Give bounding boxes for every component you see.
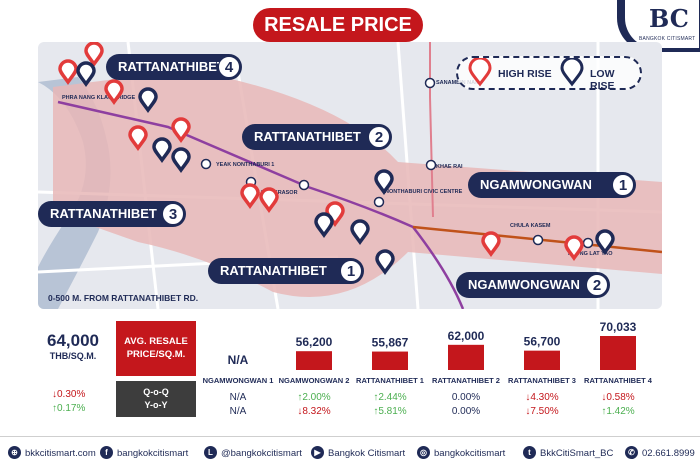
category-label: RATTANATHIBET 1 xyxy=(356,376,424,385)
high-rise-pin-icon xyxy=(171,117,191,144)
line-icon: L xyxy=(204,446,217,459)
bar-value-label: 62,000 xyxy=(448,329,485,343)
station-label: CHULA KASEM xyxy=(510,223,551,229)
map: PHRA NANG KLAO BRIDGE YEAK NONTHABURI 1 … xyxy=(38,42,662,309)
price-bar xyxy=(600,336,636,370)
twitter-icon: t xyxy=(523,446,536,459)
area-label-rattanathibet-1: RATTANATHIBET 1 xyxy=(208,258,364,284)
station-label: KLONG LAT YAO xyxy=(568,251,613,257)
high-rise-pin-icon xyxy=(564,235,584,262)
footer-link[interactable]: BkkCitiSmart_BC xyxy=(540,448,614,459)
change-value: ↑2.44% xyxy=(373,392,406,403)
low-rise-pin-icon xyxy=(171,147,191,174)
station-label: YEAK NONTHABURI 1 xyxy=(216,162,274,168)
low-rise-pin-icon xyxy=(595,229,615,256)
price-bar xyxy=(372,351,408,370)
category-label: RATTANATHIBET 2 xyxy=(432,376,500,385)
footer-link[interactable]: Bangkok Citismart xyxy=(328,448,406,459)
station-label: PHRA NANG KLAO BRIDGE xyxy=(62,95,135,101)
map-legend: HIGH RISE LOW RISE xyxy=(456,56,642,92)
footer-link[interactable]: bangkokcitismart xyxy=(117,448,189,459)
qoq-label: Q-o-Q xyxy=(143,387,169,397)
bar-value-label: 55,867 xyxy=(372,336,409,350)
category-label: RATTANATHIBET 4 xyxy=(584,376,653,385)
high-rise-pin-icon xyxy=(468,58,492,87)
low-rise-pin-icon xyxy=(560,58,584,87)
low-rise-pin-icon xyxy=(152,137,172,164)
high-rise-pin-icon xyxy=(259,187,279,214)
price-bar-chart: N/A NGAMWONGWAN 1 N/A N/A 56,200 NGAMWONGWAN … xyxy=(203,320,653,417)
station-label: KHAE RAI xyxy=(436,164,463,170)
high-rise-pin-icon xyxy=(128,125,148,152)
change-value: 0.00% xyxy=(452,392,480,403)
change-value: N/A xyxy=(230,392,247,403)
phone-icon: ✆ xyxy=(625,446,638,459)
avg-price-unit: THB/SQ.M. xyxy=(49,351,97,361)
area-label-ngamwongwan-1: NGAMWONGWAN 1 xyxy=(468,172,636,198)
station-label: SANAMBIN NAM xyxy=(436,80,480,86)
change-labels: Q-o-Q Y-o-Y xyxy=(116,381,196,417)
change-value: ↑5.81% xyxy=(373,406,406,417)
avg-qoq-change: ↓0.30% xyxy=(52,389,86,400)
map-footnote: 0-500 M. FROM RATTANATHIBET RD. xyxy=(48,293,199,303)
facebook-icon: f xyxy=(100,446,113,459)
bar-value-label: 56,700 xyxy=(524,335,561,349)
high-rise-pin-icon xyxy=(104,79,124,106)
change-value: ↓7.50% xyxy=(525,406,558,417)
change-value: ↑1.42% xyxy=(601,406,634,417)
bar-value-label: 70,033 xyxy=(600,320,637,334)
bar-value-label: N/A xyxy=(228,353,249,367)
bar-value-label: 56,200 xyxy=(296,335,333,349)
category-label: NGAMWONGWAN 1 xyxy=(203,376,274,385)
low-rise-pin-icon xyxy=(76,61,96,88)
low-rise-pin-icon xyxy=(374,169,394,196)
high-rise-pin-icon xyxy=(58,59,78,86)
station-label: NONTHABURI CIVIC CENTRE xyxy=(385,189,463,195)
high-rise-pin-icon xyxy=(84,42,104,68)
legend-high-rise: HIGH RISE xyxy=(498,68,552,80)
footer-link[interactable]: 02.661.8999 xyxy=(642,448,695,459)
low-rise-pin-icon xyxy=(375,249,395,276)
logo-text: BANGKOK CITISMART xyxy=(639,36,696,42)
footer-link[interactable]: bkkcitismart.com xyxy=(25,448,96,459)
footer-link[interactable]: bangkokcitismart xyxy=(434,448,506,459)
building-pins xyxy=(58,42,615,276)
yoy-label: Y-o-Y xyxy=(144,400,168,410)
area-label-rattanathibet-2: RATTANATHIBET 2 xyxy=(242,124,392,150)
footer-divider xyxy=(0,436,700,437)
avg-price-label: AVG. RESALE PRICE/SQ.M. xyxy=(116,321,196,376)
avg-yoy-change: ↑0.17% xyxy=(52,403,86,414)
page-title: RESALE PRICE xyxy=(253,8,423,42)
change-value: ↓4.30% xyxy=(525,392,558,403)
low-rise-pin-icon xyxy=(350,219,370,246)
change-value: ↓8.32% xyxy=(297,406,330,417)
area-label-ngamwongwan-2: NGAMWONGWAN 2 xyxy=(456,272,610,298)
area-label-rattanathibet-3: RATTANATHIBET 3 xyxy=(38,201,186,227)
price-bar xyxy=(448,344,484,370)
low-rise-pin-icon xyxy=(314,212,334,239)
instagram-icon: ◎ xyxy=(417,446,430,459)
high-rise-pin-icon xyxy=(481,231,501,258)
category-label: NGAMWONGWAN 2 xyxy=(279,376,350,385)
legend-low-rise: LOW RISE xyxy=(590,68,615,92)
youtube-icon: ▶ xyxy=(311,446,324,459)
logo-mark: BC xyxy=(649,4,689,33)
high-rise-pin-icon xyxy=(240,183,260,210)
low-rise-pin-icon xyxy=(138,87,158,114)
price-bar xyxy=(524,350,560,370)
area-label-rattanathibet-4: RATTANATHIBET 4 xyxy=(106,54,242,80)
globe-icon: ⊕ xyxy=(8,446,21,459)
avg-price-value: 64,000 xyxy=(47,331,99,350)
change-value: ↓0.58% xyxy=(601,392,634,403)
category-label: RATTANATHIBET 3 xyxy=(508,376,576,385)
price-bar xyxy=(296,351,332,370)
change-value: N/A xyxy=(230,406,247,417)
change-value: ↑2.00% xyxy=(297,392,330,403)
footer-link[interactable]: @bangkokcitismart xyxy=(221,448,302,459)
change-value: 0.00% xyxy=(452,406,480,417)
